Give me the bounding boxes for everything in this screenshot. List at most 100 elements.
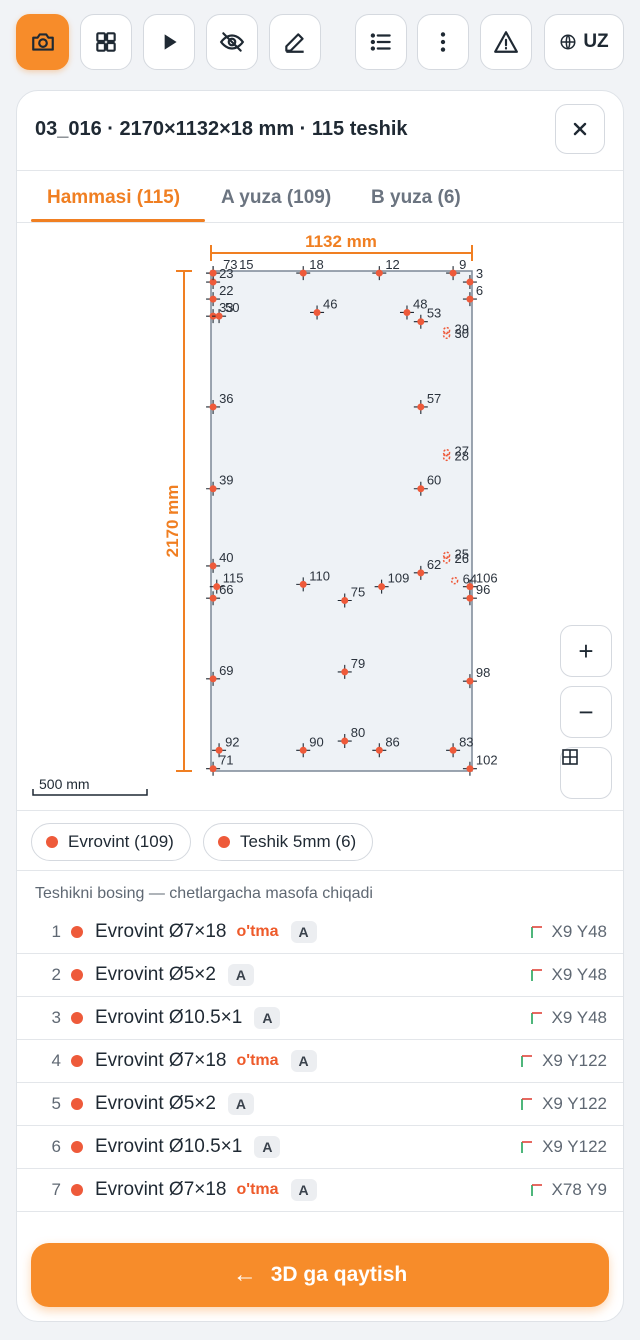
hole-dot [299,580,307,588]
hole-marker[interactable]: 115 [209,571,244,594]
hole-marker[interactable]: 69 [206,663,234,686]
b-side-hole-marker[interactable]: 30 [442,326,469,341]
table-row[interactable]: 4 Evrovint Ø7×18 o'tma A X9 Y122 [17,1040,623,1083]
zoom-in-button[interactable]: + [560,625,612,677]
hole-marker[interactable]: 22 [206,283,234,307]
hole-marker[interactable]: 60 [413,473,441,496]
legend-chip-evrovint[interactable]: Evrovint (109) [31,823,191,861]
hole-marker[interactable]: 75 [337,584,365,608]
tab-face-b[interactable]: B yuza (6) [371,187,461,208]
b-side-hole-marker[interactable]: 27 [442,444,469,459]
back-to-3d-button[interactable]: ← 3D ga qaytish [31,1243,609,1307]
b-side-hole-marker[interactable]: 26 [442,551,469,566]
list-button[interactable] [355,14,407,70]
hole-label: 86 [385,734,399,749]
height-label: 2170 mm [163,485,182,558]
camera-button[interactable] [16,14,69,70]
hole-marker[interactable]: 57 [413,391,441,414]
hole-type: Evrovint Ø10.5×1 [95,1007,243,1028]
hole-marker[interactable]: 79 [337,656,365,679]
coord-value: X9 Y48 [551,1008,607,1027]
hole-type: Evrovint Ø10.5×1 [95,1136,243,1157]
b-side-hole-marker[interactable]: 28 [442,448,469,463]
hole-label: 75 [351,584,365,599]
play-button[interactable] [143,14,195,70]
b-side-hole-marker[interactable]: 25 [442,546,469,561]
hole-marker[interactable]: 53 [413,306,441,329]
hole-label: 48 [413,296,427,311]
hole-dot [341,737,349,745]
row-number: 1 [51,922,61,941]
grid-icon [96,32,116,52]
row-number: 4 [51,1051,61,1070]
hole-marker[interactable]: 109 [374,571,410,594]
coord-value: X9 Y48 [551,922,607,941]
hole-dot [71,1098,83,1110]
side-badge: A [290,1050,317,1072]
table-row[interactable]: 1 Evrovint Ø7×18 o'tma A X9 Y48 [17,911,623,954]
hole-label: 39 [219,473,233,488]
language-button[interactable]: UZ [544,14,624,70]
hole-marker[interactable]: 40 [206,550,234,573]
b-side-hole-marker[interactable]: 64 [450,572,477,587]
hole-marker[interactable]: 3 [462,266,483,290]
table-row[interactable]: 3 Evrovint Ø10.5×1 A X9 Y48 [17,997,623,1040]
hole-marker[interactable]: 12 [372,257,400,281]
drawing-canvas: 1132 mm 2170 mm 732322333639406669715092… [32,232,498,796]
table-row[interactable]: 5 Evrovint Ø5×2 A X9 Y122 [17,1083,623,1126]
hole-marker[interactable]: 36 [206,391,234,414]
hole-marker[interactable]: 90 [296,734,324,758]
hide-button[interactable] [206,14,258,70]
hole-marker[interactable]: 110 [296,568,330,592]
hole-marker[interactable]: 83 [446,734,474,758]
hole-marker[interactable]: 92 [212,734,240,758]
hole-marker[interactable]: 71 [206,753,234,776]
hole-dot [299,746,307,754]
toolbar: UZ [16,14,624,70]
close-button[interactable] [555,104,605,154]
b-hole-circle [442,556,451,564]
panel-drawing[interactable]: 1132 mm 2170 mm 73 23 22 33 36 39 40 66 69 71 50 92… [17,223,623,811]
zoom-out-button[interactable]: − [560,686,612,738]
b-hole-label: 25 [455,546,469,561]
fit-view-button[interactable] [560,747,612,799]
tab-face-a[interactable]: A yuza (109) [221,187,332,208]
hole-marker[interactable]: 98 [462,665,490,689]
b-side-hole-marker[interactable]: 29 [442,322,469,337]
hole-dot [71,1012,83,1024]
hole-marker[interactable]: 15 [206,257,254,281]
hole-marker[interactable]: 39 [206,473,234,496]
hole-marker[interactable]: 66 [206,582,234,606]
hole-label: 115 [223,571,244,586]
hole-marker[interactable]: 62 [413,557,441,580]
edit-button[interactable] [269,14,321,70]
hole-marker[interactable]: 6 [462,283,483,307]
hole-marker[interactable]: 106 [462,571,498,594]
layout-button[interactable] [80,14,132,70]
hole-type-legend: Evrovint (109) Teshik 5mm (6) [17,811,623,871]
more-button[interactable] [417,14,469,70]
hole-marker[interactable]: 46 [310,296,338,320]
hole-dot [209,295,217,303]
hole-marker[interactable]: 102 [462,753,498,776]
table-row[interactable]: 6 Evrovint Ø10.5×1 A X9 Y122 [17,1126,623,1169]
hole-dot [375,269,383,277]
tab-all[interactable]: Hammasi (115) [47,187,181,208]
hole-marker[interactable]: 23 [206,266,234,290]
hole-label: 98 [476,665,490,680]
hole-marker[interactable]: 50 [212,300,240,324]
table-row[interactable]: 2 Evrovint Ø5×2 A X9 Y48 [17,954,623,997]
hole-dot [466,295,474,303]
hole-marker[interactable]: 9 [446,257,466,281]
hole-label: 12 [385,257,399,272]
hole-label: 36 [219,391,233,406]
hole-marker[interactable]: 80 [337,725,365,749]
warnings-button[interactable] [480,14,532,70]
table-row[interactable]: 7 Evrovint Ø7×18 o'tma A X78 Y9 [17,1169,623,1212]
table-row[interactable]: 8Evrovint Ø5×2AX78 Y9 [17,1212,623,1221]
hole-marker[interactable]: 48 [399,296,427,320]
hole-marker[interactable]: 18 [296,257,324,281]
tab-active-indicator [31,219,205,222]
legend-chip-teshik[interactable]: Teshik 5mm (6) [203,823,374,861]
hole-marker[interactable]: 86 [372,734,400,758]
